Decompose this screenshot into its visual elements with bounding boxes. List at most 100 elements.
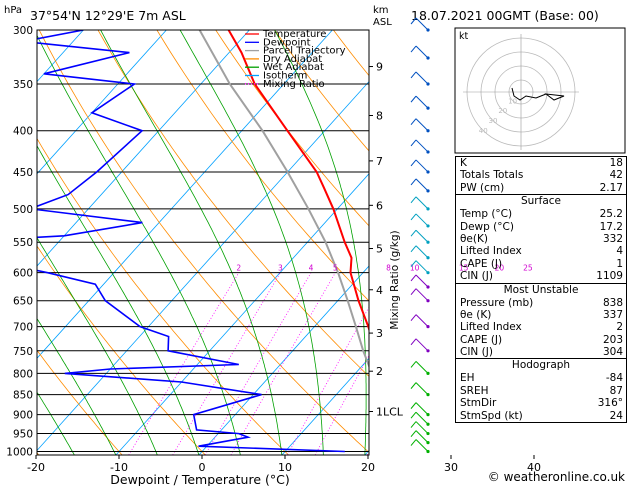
- km-tick-label: 2: [376, 365, 383, 378]
- wind-barb-flag: [410, 95, 417, 103]
- dry-adiabat-line: [156, 30, 369, 302]
- hodograph-index-row: SREH 87: [456, 385, 626, 397]
- x-tick-label: 40: [527, 461, 541, 474]
- surface-index-value: 25.2: [599, 208, 623, 221]
- most-unstable-title: Most Unstable: [456, 282, 626, 297]
- wind-barb-flag: [410, 314, 417, 321]
- dry-adiabat-line: [37, 349, 123, 455]
- mu-index-value: 203: [602, 333, 623, 346]
- surface-index-value: 332: [602, 232, 623, 245]
- surface-index-row: Lifted Index 4: [456, 245, 626, 257]
- surface-index-value: 1: [616, 257, 623, 270]
- isobar-lines: [37, 29, 369, 453]
- hodograph-index-value: 87: [609, 384, 623, 397]
- surface-index-row: CAPE (J) 1: [456, 258, 626, 270]
- wind-barb-flag: [410, 71, 417, 79]
- isotherm-line: [37, 30, 167, 175]
- wind-barb-flag: [410, 338, 417, 346]
- wet-adiabat-line: [37, 317, 117, 455]
- hodograph-index-row: StmDir 316°: [456, 397, 626, 409]
- wind-barb-staff: [415, 159, 429, 173]
- wind-barb-flag: [410, 411, 417, 419]
- km-tick-label: 7: [376, 155, 383, 168]
- hodograph-indices-title: Hodograph: [456, 358, 626, 372]
- wind-barb-staff: [415, 196, 429, 210]
- series-dewpoint: [37, 30, 345, 453]
- height-axis: 1LCL 2 3 4 5 6 7 8 9: [369, 61, 404, 419]
- datetime-label: 18.07.2021 00GMT (Base: 00): [411, 8, 599, 23]
- wind-barb-staff: [415, 421, 429, 434]
- mixing-ratio-label: 25: [523, 264, 533, 273]
- mixing-ratio-label: 15: [459, 264, 469, 273]
- pressure-tick-label: 600: [13, 268, 33, 280]
- wind-barb-staff: [415, 361, 429, 374]
- x-axis-label: Dewpoint / Temperature (°C): [110, 472, 289, 486]
- basic-index-value: 18: [609, 157, 623, 169]
- wind-barb-flag: [410, 229, 417, 237]
- mu-index-value: 2: [616, 321, 623, 334]
- wind-barb-staff: [415, 274, 429, 288]
- mixing-ratio-labels: 2 3 4 5 8 10 15 20 25: [236, 264, 532, 273]
- most-unstable-indices: Pressure (mb) 838 θe (K) 337 Lifted Index 2 CA…: [456, 297, 626, 359]
- dry-adiabat-line: [274, 30, 369, 152]
- location-label: 37°54'N 12°29'E 7m ASL: [30, 8, 186, 23]
- mixing-ratio-line: [314, 354, 369, 455]
- pressure-tick-label: 400: [13, 126, 33, 138]
- sounding-series: [37, 30, 369, 453]
- wind-barb-flag: [410, 17, 417, 25]
- wind-barb-flag: [410, 430, 417, 437]
- mu-index-label: CAPE (J): [460, 333, 503, 346]
- mu-index-label: Pressure (mb): [460, 296, 534, 309]
- wind-barb-flag: [410, 213, 417, 221]
- wind-barb-staff: [415, 411, 429, 425]
- mixing-ratio-axis-label: Mixing Ratio (g/kg): [389, 230, 401, 329]
- copyright-label: © weatheronline.co.uk: [488, 470, 625, 484]
- wind-barb-staff: [415, 95, 429, 109]
- km-unit-label: km: [373, 5, 389, 16]
- hodograph-arrow: [544, 93, 565, 101]
- plot-frame: [36, 29, 370, 456]
- basic-indices: K 18 Totals Totals 42 PW (cm) 2.17: [456, 157, 626, 194]
- wet-adiabat-line: [37, 391, 75, 455]
- legend-label: Dry Adiabat: [263, 54, 322, 65]
- isotherm-line: [198, 265, 369, 455]
- wind-barb-flag: [410, 196, 417, 204]
- legend-label: Parcel Trajectory: [263, 46, 346, 57]
- surface-index-row: Dewp (°C) 17.2: [456, 221, 626, 233]
- hodograph-index-label: StmDir: [460, 397, 497, 410]
- x-tick-label: -10: [110, 461, 128, 474]
- wind-barbs: [410, 17, 430, 454]
- dry-adiabat-line: [37, 137, 289, 455]
- mu-index-label: Lifted Index: [460, 321, 522, 334]
- mu-index-row: CAPE (J) 203: [456, 334, 626, 346]
- hodograph-index-row: StmSpd (kt) 24: [456, 410, 626, 422]
- basic-index-value: 2.17: [599, 181, 623, 194]
- wind-barb-staff: [415, 71, 429, 85]
- wind-barb-flag: [410, 45, 417, 53]
- wind-barb-flag: [410, 159, 417, 167]
- hodograph-kt-label: kt: [459, 31, 469, 42]
- surface-index-row: CIN (J) 1109: [456, 270, 626, 282]
- surface-indices: Temp (°C) 25.2 Dewp (°C) 17.2 θe(K) 332 Lifted…: [456, 208, 626, 282]
- wind-barb-staff: [415, 439, 429, 452]
- wind-barb-flag: [410, 402, 417, 409]
- wind-barb-flag: [410, 245, 417, 253]
- mixing-ratio-label: 5: [333, 264, 338, 273]
- pressure-tick-label: 700: [13, 322, 33, 334]
- surface-index-row: θe(K) 332: [456, 233, 626, 245]
- wind-barb-flag: [410, 118, 417, 126]
- hodograph-frame: [454, 27, 626, 154]
- surface-index-value: 4: [616, 245, 623, 258]
- hodograph-index-value: -84: [605, 372, 623, 385]
- mu-index-row: Pressure (mb) 838: [456, 297, 626, 309]
- hodograph-index-value: 24: [609, 409, 623, 422]
- mu-index-row: CIN (J) 304: [456, 346, 626, 358]
- km-tick-label: 8: [376, 110, 383, 123]
- pressure-tick-label: 450: [13, 167, 33, 179]
- wind-barb-staff: [415, 338, 429, 352]
- pressure-tick-label: 500: [13, 204, 33, 216]
- wind-barb-staff: [415, 430, 429, 444]
- x-tick-label: 10: [278, 461, 292, 474]
- hodograph-index-row: EH -84: [456, 372, 626, 384]
